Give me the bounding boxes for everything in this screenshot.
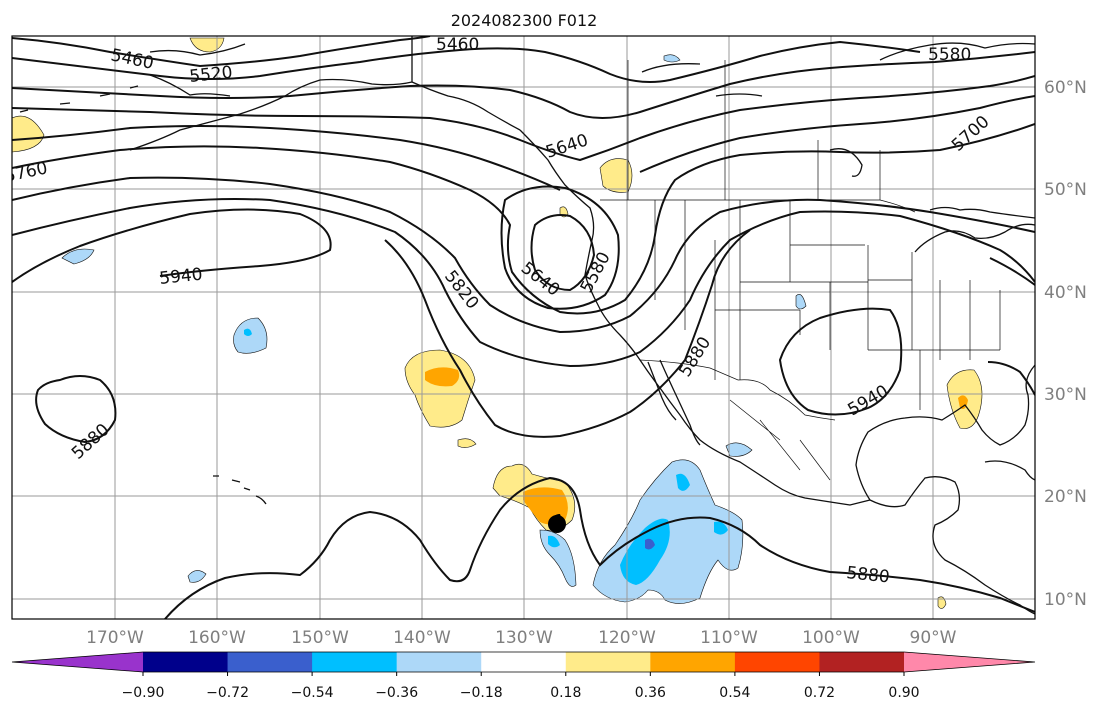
baja-california-coastline	[647, 359, 701, 446]
negative-anomaly-area	[676, 473, 690, 491]
negative-anomaly-area	[244, 328, 252, 336]
negative-anomaly-area	[645, 538, 655, 550]
colorbar: −0.90 −0.72 −0.54 −0.36 −0.18 0.18 0.36 0.54 0.7…	[11, 651, 1036, 701]
colorbar-tick-label: 0.18	[550, 685, 581, 701]
gulf-coastline	[855, 364, 1035, 501]
positive-anomaly-area	[599, 158, 633, 193]
negative-anomaly-area	[795, 294, 807, 310]
colorbar-tick-label: −0.36	[375, 685, 418, 701]
positive-anomaly-area	[425, 367, 460, 387]
contour-label: 5880	[845, 563, 890, 587]
map-title: 2024082300 F012	[451, 11, 598, 30]
lat-label: 30°N	[1044, 385, 1087, 405]
height-contour	[12, 51, 1035, 119]
positive-anomaly-area	[12, 115, 45, 153]
height-contours	[12, 36, 1035, 619]
lon-label: 150°W	[291, 628, 349, 648]
colorbar-tick-label: −0.90	[122, 685, 165, 701]
arctic-islands	[641, 42, 1035, 177]
height-contour	[12, 176, 1035, 334]
colorbar-segment	[396, 652, 482, 672]
colorbar-segment	[481, 652, 567, 672]
canada-province-borders	[627, 60, 881, 200]
latitude-labels: 60°N 50°N 40°N 30°N 20°N 10°N	[1044, 78, 1087, 610]
lon-label: 160°W	[188, 628, 246, 648]
colorbar-tick-label: −0.72	[206, 685, 249, 701]
height-contour	[35, 375, 117, 444]
lat-label: 10°N	[1044, 590, 1087, 610]
height-contour	[989, 257, 1035, 286]
contour-label: 5580	[928, 45, 971, 65]
colorbar-segment	[312, 652, 398, 672]
height-contour	[12, 36, 431, 68]
lon-label: 120°W	[598, 628, 656, 648]
lat-label: 40°N	[1044, 283, 1087, 303]
height-contour	[12, 75, 1035, 162]
negative-anomaly-area	[620, 518, 670, 585]
negative-anomaly-area	[187, 570, 207, 583]
hawaii-islands	[213, 475, 267, 505]
height-contour	[164, 476, 1035, 619]
us-mexico-border	[639, 359, 836, 421]
lon-label: 110°W	[700, 628, 758, 648]
lat-label: 60°N	[1044, 78, 1087, 98]
contour-label: 5520	[188, 63, 233, 87]
lat-label: 20°N	[1044, 487, 1087, 507]
caribbean-coastline	[984, 460, 1035, 481]
negative-anomaly-area	[548, 535, 560, 548]
central-america-coastline	[869, 476, 1035, 615]
negative-anomaly-area	[725, 442, 753, 457]
colorbar-tick-label: −0.18	[460, 685, 503, 701]
lat-label: 50°N	[1044, 180, 1087, 200]
negative-anomaly-area	[663, 54, 681, 63]
colorbar-max-extension	[904, 652, 1035, 672]
colorbar-tick-label: −0.54	[291, 685, 334, 701]
colorbar-segment	[734, 652, 820, 672]
us-canada-border	[600, 199, 916, 213]
height-contour	[384, 229, 751, 438]
height-contour	[778, 307, 903, 416]
positive-anomaly-area	[457, 438, 477, 448]
anomaly-shading	[12, 37, 983, 609]
contour-label: 5460	[436, 35, 479, 55]
height-contour	[12, 40, 921, 83]
lon-label: 100°W	[802, 628, 860, 648]
height-contour	[987, 361, 1035, 396]
positive-anomaly-area	[937, 596, 947, 609]
negative-anomaly-area	[61, 248, 95, 265]
colorbar-min-extension	[12, 652, 143, 672]
lon-label: 130°W	[495, 628, 553, 648]
colorbar-tick-label: 0.72	[804, 685, 835, 701]
alaska-north-coastline	[149, 43, 246, 97]
colorbar-tick-label: 0.54	[719, 685, 750, 701]
negative-anomaly-area	[714, 521, 728, 535]
height-contour	[12, 208, 332, 283]
lon-label: 90°W	[910, 628, 957, 648]
storm-marker-tail	[550, 514, 562, 524]
gridlines	[12, 36, 1035, 619]
colorbar-tick-label: 0.36	[635, 685, 666, 701]
colorbar-segment	[650, 652, 736, 672]
height-contour	[500, 185, 620, 310]
contour-label: 5940	[158, 265, 203, 289]
longitude-labels: 170°W 160°W 150°W 140°W 130°W 120°W 110°…	[86, 628, 957, 648]
colorbar-tick-label: 0.90	[888, 685, 919, 701]
height-contour	[12, 198, 1035, 368]
lon-label: 170°W	[86, 628, 144, 648]
aleutian-islands	[19, 85, 139, 113]
height-contour	[12, 95, 1035, 191]
negative-anomaly-area	[233, 317, 268, 354]
height-contour	[530, 214, 596, 292]
colorbar-segment	[227, 652, 313, 672]
colorbar-segment	[143, 652, 229, 672]
map-frame	[11, 35, 1036, 620]
lon-label: 140°W	[393, 628, 451, 648]
colorbar-segment	[819, 652, 905, 672]
colorbar-segment	[565, 652, 651, 672]
mexico-state-borders	[729, 399, 831, 481]
height-contour	[12, 123, 1035, 315]
positive-anomaly-area	[189, 37, 225, 53]
